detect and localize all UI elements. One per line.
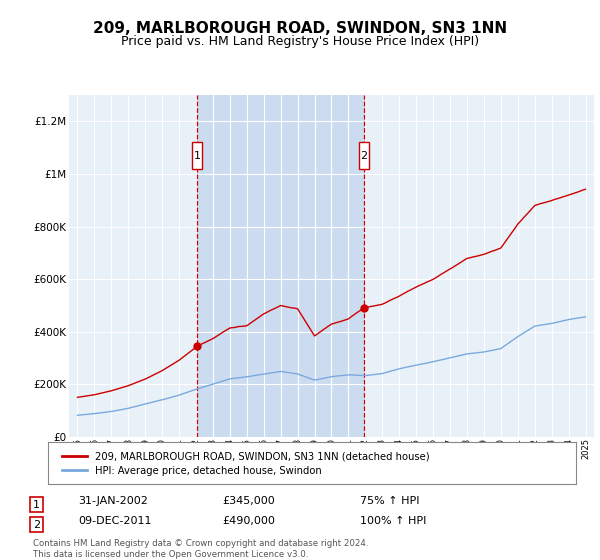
Text: Contains HM Land Registry data © Crown copyright and database right 2024.
This d: Contains HM Land Registry data © Crown c… [33, 539, 368, 559]
Text: 2: 2 [33, 520, 40, 530]
Text: 1: 1 [33, 500, 40, 510]
Text: £345,000: £345,000 [222, 496, 275, 506]
Text: Price paid vs. HM Land Registry's House Price Index (HPI): Price paid vs. HM Land Registry's House … [121, 35, 479, 48]
Text: 1: 1 [194, 151, 201, 161]
FancyBboxPatch shape [192, 142, 202, 169]
Text: 75% ↑ HPI: 75% ↑ HPI [360, 496, 419, 506]
Text: 100% ↑ HPI: 100% ↑ HPI [360, 516, 427, 526]
Bar [197, 95, 364, 437]
Text: 09-DEC-2011: 09-DEC-2011 [78, 516, 151, 526]
Text: 31-JAN-2002: 31-JAN-2002 [78, 496, 148, 506]
Text: £490,000: £490,000 [222, 516, 275, 526]
Text: 2: 2 [361, 151, 368, 161]
Legend: 209, MARLBOROUGH ROAD, SWINDON, SN3 1NN (detached house), HPI: Average price, de: 209, MARLBOROUGH ROAD, SWINDON, SN3 1NN … [58, 447, 434, 480]
FancyBboxPatch shape [359, 142, 369, 169]
Text: 209, MARLBOROUGH ROAD, SWINDON, SN3 1NN: 209, MARLBOROUGH ROAD, SWINDON, SN3 1NN [93, 21, 507, 36]
